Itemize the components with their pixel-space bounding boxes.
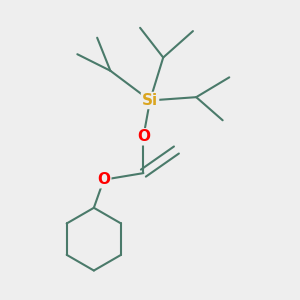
Text: O: O (137, 129, 150, 144)
Text: O: O (97, 172, 110, 187)
Text: Si: Si (142, 93, 158, 108)
